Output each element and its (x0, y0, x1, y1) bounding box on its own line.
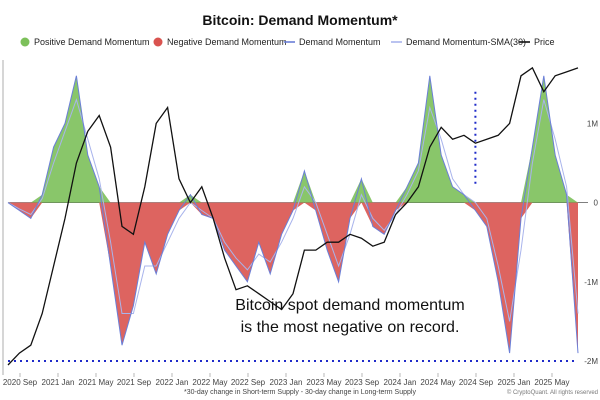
legend-item-1: Negative Demand Momentum (153, 37, 287, 47)
annotation-line-2: is the most negative on record. (241, 319, 460, 336)
legend-label-4: Price (534, 37, 555, 47)
y-tick-label-2: -1M (584, 278, 598, 287)
price-line (7, 66, 579, 366)
x-tick-label-3: 2021 Sep (117, 378, 152, 387)
x-tick-label-4: 2022 Jan (156, 378, 189, 387)
x-tick-label-8: 2023 May (306, 378, 341, 387)
legend-label-3: Demand Momentum-SMA(30) (406, 37, 526, 47)
annotation-line-1: Bitcoin spot demand momentum (235, 297, 464, 314)
demand-momentum-line (7, 75, 579, 354)
negative-demand-area (8, 202, 578, 354)
positive-demand-area (8, 75, 578, 203)
y-tick-label-3: -2M (584, 357, 598, 366)
x-tick-label-1: 2021 Jan (42, 378, 75, 387)
x-tick-label-6: 2022 Sep (231, 378, 266, 387)
x-tick-label-5: 2022 May (192, 378, 227, 387)
y-axis: 1M 0 -1M -2M (584, 119, 598, 366)
y-tick-label-0: 1M (587, 119, 598, 128)
legend-item-3: Demand Momentum-SMA(30) (391, 37, 526, 47)
x-tick-label-9: 2023 Sep (345, 378, 380, 387)
x-tick-label-13: 2025 Jan (498, 378, 531, 387)
chart-title: Bitcoin: Demand Momentum* (202, 12, 398, 28)
x-tick-label-7: 2023 Jan (270, 378, 303, 387)
y-tick-label-1: 0 (594, 199, 599, 208)
x-tick-label-14: 2025 May (534, 378, 569, 387)
legend-item-4: Price (519, 37, 555, 47)
x-tick-label-12: 2024 Sep (459, 378, 494, 387)
legend-label-2: Demand Momentum (299, 37, 381, 47)
x-tick-label-11: 2024 May (420, 378, 455, 387)
legend: Positive Demand Momentum Negative Demand … (20, 37, 555, 47)
x-axis: 2020 Sep 2021 Jan 2021 May 2021 Sep 2022 Jan… (3, 373, 570, 387)
legend-swatch-0 (20, 37, 30, 47)
footnote: *30-day change in Short-term Supply - 30… (184, 389, 416, 396)
sma-line (7, 97, 579, 322)
x-tick-label-0: 2020 Sep (3, 378, 38, 387)
credit: © CryptoQuant. All rights reserved (507, 389, 598, 396)
legend-item-0: Positive Demand Momentum (20, 37, 150, 47)
x-tick-label-2: 2021 May (78, 378, 113, 387)
x-tick-label-10: 2024 Jan (384, 378, 417, 387)
legend-label-1: Negative Demand Momentum (167, 37, 287, 47)
legend-swatch-1 (153, 37, 163, 47)
legend-label-0: Positive Demand Momentum (34, 37, 150, 47)
plot-area (2, 60, 588, 375)
legend-item-2: Demand Momentum (284, 37, 381, 47)
